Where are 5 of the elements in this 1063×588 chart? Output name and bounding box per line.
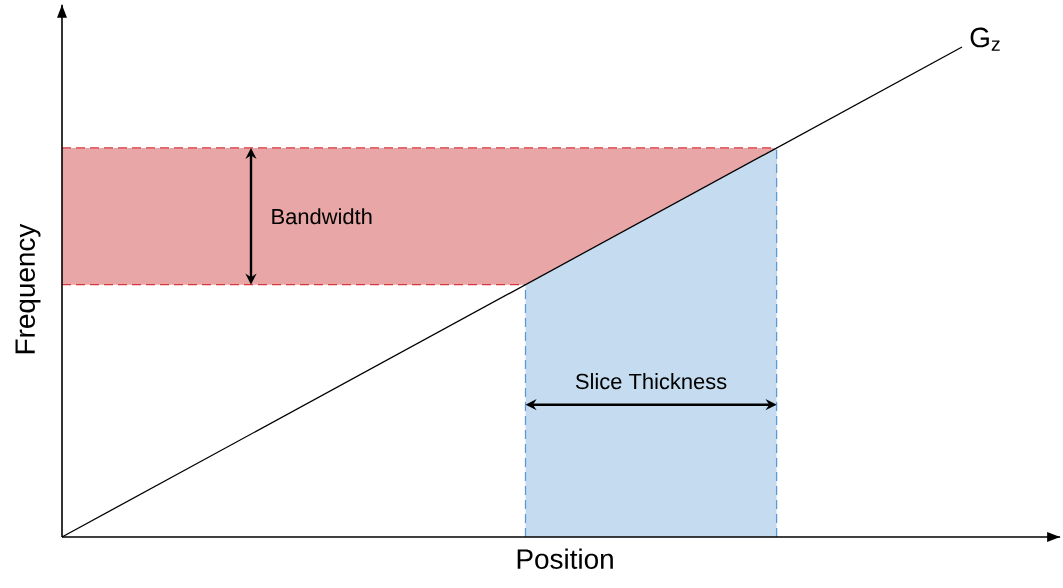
series-label: G$_{z}$ <box>970 27 1000 51</box>
x-axis-title: Position <box>517 548 613 569</box>
annotation: Bandwidth <box>272 208 372 225</box>
y-axis-title: Frequency <box>15 223 41 354</box>
annotation: Slice Thickness <box>575 373 727 390</box>
